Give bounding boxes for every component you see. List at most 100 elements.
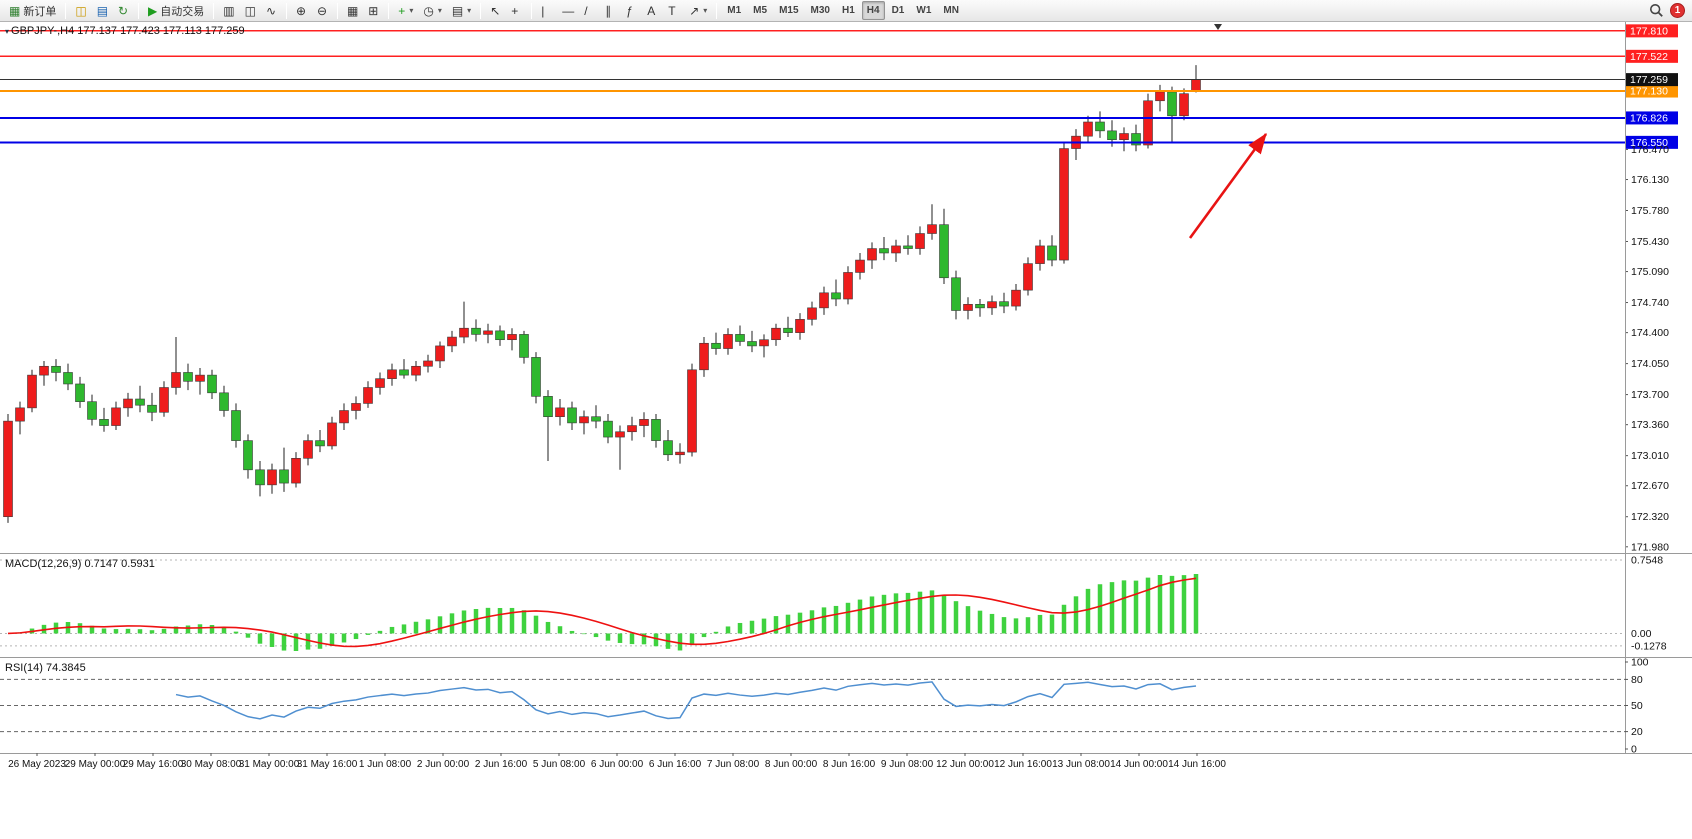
timeframe-h1-button[interactable]: H1: [837, 1, 860, 20]
bearish-candle: [879, 248, 889, 254]
fibonacci-button[interactable]: ƒ: [622, 1, 641, 20]
price-axis-tick: 173.010: [1631, 450, 1669, 462]
refresh-button[interactable]: ↻: [114, 1, 133, 20]
bullish-candle: [771, 327, 781, 341]
rsi-line: [175, 681, 1197, 720]
bullish-candle: [1191, 79, 1201, 91]
bearish-candle: [975, 304, 985, 309]
bullish-candle: [795, 319, 805, 333]
timeframe-mn-button[interactable]: MN: [938, 1, 964, 20]
rsi-axis-label: 20: [1631, 726, 1643, 738]
cursor-button[interactable]: ↖: [486, 1, 505, 20]
rsi-axis-label: 80: [1631, 674, 1643, 686]
price-axis-tick: 174.740: [1631, 297, 1669, 309]
time-axis-label: 31 May 00:00: [239, 759, 300, 770]
timeframe-m1-button[interactable]: M1: [722, 1, 746, 20]
arrows-button[interactable]: ↗ ▾: [685, 1, 711, 20]
price-axis-tick: 174.050: [1631, 358, 1669, 370]
bullish-candle: [483, 330, 493, 335]
price-axis-tick: 172.320: [1631, 511, 1669, 523]
notification-badge[interactable]: 1: [1670, 3, 1685, 18]
time-axis-label: 13 Jun 08:00: [1052, 759, 1110, 770]
time-axis-label: 9 Jun 08:00: [881, 759, 934, 770]
channel-button[interactable]: ∥: [601, 1, 620, 20]
autotrading-button-label: 自动交易: [160, 5, 205, 18]
line-chart-button[interactable]: ∿: [262, 1, 281, 20]
resistance-line-lower-badge-label: 177.522: [1630, 51, 1668, 63]
bullish-candle: [1179, 93, 1189, 117]
zoom-out-icon: ⊖: [316, 3, 328, 18]
autotrading-button[interactable]: ▶ 自动交易: [144, 1, 208, 20]
time-axis-label: 6 Jun 00:00: [591, 759, 644, 770]
rsi-label: RSI(14) 74.3845: [5, 662, 86, 674]
bullish-candle: [195, 374, 205, 382]
bar-chart-button[interactable]: ▥: [219, 1, 238, 20]
zoom-in-button[interactable]: ⊕: [292, 1, 311, 20]
trendline-button[interactable]: /: [580, 1, 599, 20]
rsi-axis-label: 0: [1631, 744, 1637, 756]
dropdown-arrow-icon: ▾: [409, 6, 414, 15]
periods-icon: ◷: [423, 3, 434, 18]
candlestick-chart-button[interactable]: ◫: [241, 1, 260, 20]
bullish-candle: [723, 334, 733, 349]
time-axis-label: 26 May 2023: [8, 759, 66, 770]
bullish-candle: [639, 419, 649, 426]
timeframe-m5-button[interactable]: M5: [748, 1, 772, 20]
horizontal-line-button[interactable]: —: [558, 1, 578, 20]
bearish-candle: [783, 327, 793, 333]
text-button[interactable]: A: [643, 1, 662, 20]
bullish-candle: [303, 440, 313, 459]
bullish-candle: [327, 422, 337, 447]
text-icon: A: [647, 3, 656, 18]
templates-button[interactable]: ▤ ▾: [448, 1, 475, 20]
bearish-candle: [1095, 121, 1105, 132]
bearish-candle: [663, 440, 673, 456]
bearish-candle: [1167, 91, 1177, 117]
time-axis-label: 12 Jun 00:00: [936, 759, 994, 770]
bullish-candle: [387, 369, 397, 379]
bullish-candle: [375, 378, 385, 388]
bullish-candle: [963, 304, 973, 311]
timeframe-w1-button[interactable]: W1: [911, 1, 936, 20]
bullish-candle: [159, 387, 169, 413]
fibonacci-icon: ƒ: [626, 3, 633, 18]
profiles-button[interactable]: ▤: [93, 1, 112, 20]
tile-windows-button[interactable]: ▦: [343, 1, 362, 20]
bullish-candle: [1155, 91, 1165, 102]
bearish-candle: [903, 245, 913, 249]
timeframe-h4-button[interactable]: H4: [861, 1, 885, 20]
bearish-candle: [231, 410, 241, 441]
vertical-line-button[interactable]: |: [537, 1, 556, 20]
label-icon: T: [668, 3, 676, 18]
trend-arrow-annotation[interactable]: [1188, 132, 1268, 239]
bullish-candle: [339, 410, 349, 424]
bullish-candle: [1143, 100, 1153, 146]
bullish-candle: [855, 259, 865, 273]
new-chart-button[interactable]: ◫: [71, 1, 90, 20]
bullish-candle: [171, 372, 181, 388]
bullish-candle: [39, 365, 49, 376]
indicators-button[interactable]: + ▾: [394, 1, 417, 20]
time-axis-label: 8 Jun 16:00: [823, 759, 876, 770]
arrange-windows-button[interactable]: ⊞: [364, 1, 383, 20]
crosshair-button[interactable]: +: [507, 1, 526, 20]
chart-dropdown-icon[interactable]: ▾: [5, 27, 10, 36]
bearish-candle: [99, 419, 109, 426]
periods-button[interactable]: ◷ ▾: [419, 1, 446, 20]
zoom-out-button[interactable]: ⊖: [313, 1, 332, 20]
timeframe-m30-button[interactable]: M30: [806, 1, 835, 20]
chart-shift-marker[interactable]: [1214, 24, 1222, 30]
timeframe-d1-button[interactable]: D1: [887, 1, 910, 20]
bar-chart-icon: ▥: [223, 3, 235, 18]
new-order-button[interactable]: ▦ 新订单: [5, 1, 60, 20]
toolbar-separator: [388, 2, 390, 19]
bullish-candle: [423, 360, 433, 367]
timeframe-m15-button[interactable]: M15: [774, 1, 803, 20]
search-icon[interactable]: [1649, 3, 1664, 18]
toolbar-separator: [213, 2, 215, 19]
bullish-candle: [411, 365, 421, 376]
label-button[interactable]: T: [664, 1, 683, 20]
bullish-candle: [435, 345, 445, 362]
bullish-candle: [987, 301, 997, 309]
